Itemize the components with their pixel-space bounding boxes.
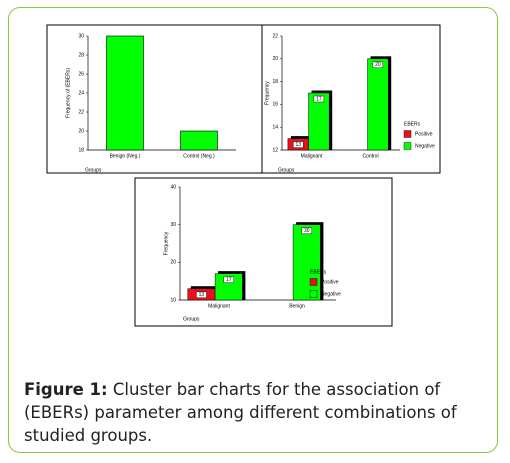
legend-swatch	[309, 278, 318, 286]
y-tick-label: 18	[272, 79, 278, 85]
y-tick-label: 30	[78, 33, 84, 39]
figure-caption: Figure 1: Cluster bar charts for the ass…	[24, 378, 494, 447]
bottom-panel	[134, 177, 393, 327]
y-tick-label: 24	[78, 90, 84, 96]
x-tick-label: Control (Neg.)	[183, 153, 215, 159]
data-label: 30	[304, 228, 310, 234]
x-tick-label: Benign	[289, 303, 305, 309]
x-axis-label: Groups	[278, 167, 295, 173]
legend-label: Positive	[415, 131, 433, 137]
y-tick-label: 30	[170, 222, 176, 228]
data-label-box	[196, 291, 207, 298]
data-label: 17	[316, 96, 322, 102]
y-axis-label: Frequency	[264, 81, 270, 105]
legend-swatch	[309, 290, 318, 298]
y-tick-label: 28	[78, 52, 84, 58]
top-panel	[46, 24, 441, 174]
y-tick-label: 16	[272, 102, 278, 108]
y-tick-label: 22	[272, 33, 278, 39]
y-tick-label: 18	[78, 147, 84, 153]
legend-title: EBERs	[404, 121, 421, 127]
data-label: 20	[375, 62, 381, 68]
legend-label: Positive	[321, 279, 339, 285]
y-tick-label: 14	[272, 125, 278, 131]
y-tick-label: 20	[170, 260, 176, 266]
bar	[367, 58, 389, 151]
data-label: 17	[226, 277, 232, 283]
y-tick-label: 20	[272, 56, 278, 62]
data-label-box	[313, 95, 325, 103]
bar	[292, 224, 321, 301]
bar	[180, 130, 218, 151]
legend-label: Negative	[415, 143, 435, 149]
caption-label: Figure 1:	[24, 380, 108, 399]
y-axis-label: Frequency	[163, 231, 169, 255]
legend-swatch	[403, 142, 412, 150]
bar	[106, 35, 144, 151]
x-tick-label: Malignant	[301, 153, 323, 159]
x-tick-label: Benign (Neg.)	[110, 153, 141, 159]
figure-frame	[8, 7, 498, 453]
legend-title: EBERs	[310, 269, 327, 275]
data-label: 13	[199, 292, 205, 298]
y-tick-label: 20	[78, 128, 84, 134]
bar	[308, 92, 330, 151]
data-label-box	[223, 276, 234, 283]
legend-swatch	[403, 130, 412, 138]
data-label: 13	[295, 142, 301, 148]
x-axis-label: Groups	[183, 316, 200, 322]
data-label-box	[301, 227, 312, 234]
x-tick-label: Control	[362, 153, 378, 159]
y-axis-label: Frequency of (EBERs)	[65, 68, 71, 118]
legend-label: Negative	[321, 291, 341, 297]
y-tick-label: 26	[78, 71, 84, 77]
y-tick-label: 22	[78, 109, 84, 115]
y-tick-label: 12	[272, 147, 278, 153]
y-tick-label: 40	[170, 184, 176, 190]
data-label-box	[372, 61, 384, 68]
caption-text: Cluster bar charts for the association o…	[24, 380, 457, 445]
x-tick-label: Malignant	[208, 303, 230, 309]
x-axis-label: Groups	[85, 167, 102, 173]
y-tick-label: 10	[170, 297, 176, 303]
data-label-box	[293, 141, 304, 148]
